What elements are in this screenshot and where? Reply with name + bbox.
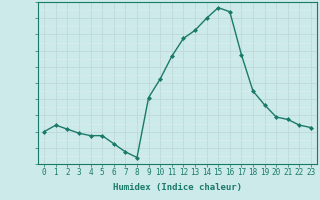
X-axis label: Humidex (Indice chaleur): Humidex (Indice chaleur)	[113, 183, 242, 192]
